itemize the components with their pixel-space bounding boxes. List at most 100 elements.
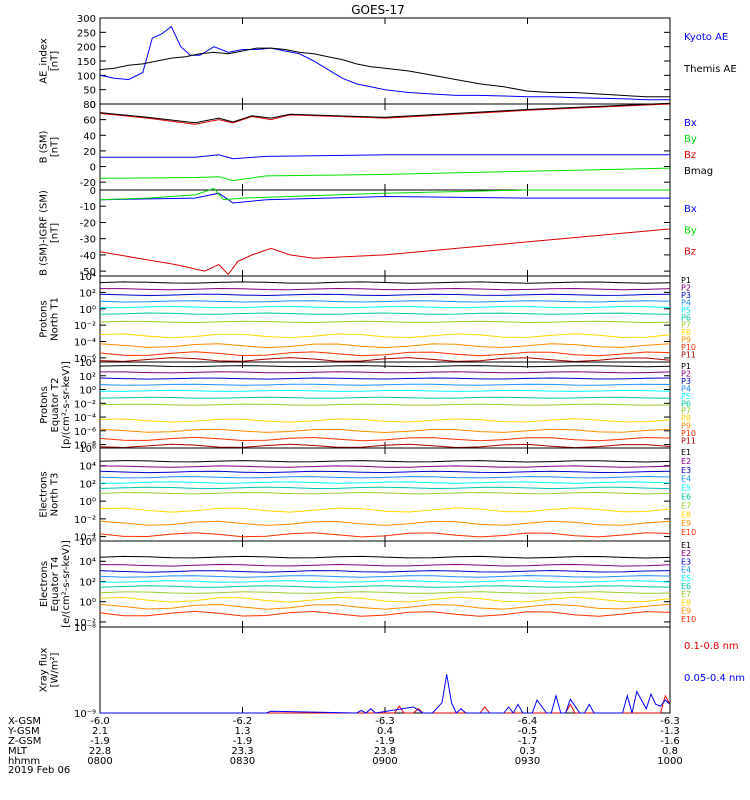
x-row-label: MLT bbox=[8, 746, 28, 757]
x-tick-label: -6.2 bbox=[233, 716, 253, 727]
y-tick-label: 0 bbox=[90, 186, 96, 197]
channel-e9 bbox=[99, 603, 671, 610]
panel-1: 0 50 100 150 200 250 300 AE_index [nT] Kyoto AE Th… bbox=[39, 14, 737, 111]
panel-3: -50 -40 -30 -20 -10 0 B (SM)-IGRF (SM) [nT] Bx By… bbox=[39, 186, 697, 278]
chart-title: GOES-17 bbox=[351, 3, 405, 17]
y-axis-label: AE_index [nT] bbox=[39, 38, 61, 84]
legend-p10: P10 bbox=[681, 343, 696, 352]
y-tick-label: -10 bbox=[80, 202, 96, 213]
x-tick-label: 1.3 bbox=[235, 726, 251, 737]
y-tick-label: 10² bbox=[79, 288, 96, 299]
channel-e6 bbox=[99, 585, 671, 588]
legend-e6: E6 bbox=[681, 493, 691, 502]
legend-e5: E5 bbox=[681, 484, 691, 493]
legend-p4: P4 bbox=[681, 298, 691, 307]
legend-p11: P11 bbox=[681, 437, 696, 446]
y-axis-label-line: [nT] bbox=[50, 51, 61, 71]
y-axis-label-line: Electrons bbox=[39, 471, 50, 517]
y-tick-label: 10⁻⁹ bbox=[74, 709, 96, 720]
legend-e5: E5 bbox=[681, 574, 691, 583]
legend-p8: P8 bbox=[681, 414, 691, 423]
y-axis-label-line: North T3 bbox=[50, 473, 61, 517]
x-tick-label: 2.1 bbox=[92, 726, 108, 737]
legend-p7: P7 bbox=[681, 321, 691, 330]
y-tick-label: 40 bbox=[83, 131, 96, 142]
y-tick-label: 250 bbox=[77, 28, 96, 39]
series-by bbox=[99, 187, 670, 201]
panel-8: 10⁻⁹ 10⁻⁸ Xray flux [W/m²] 0.1-0.8 nm 0.05-0.… bbox=[39, 623, 746, 720]
y-tick-label: 10⁻⁸ bbox=[74, 441, 96, 452]
channel-e7 bbox=[99, 491, 671, 495]
channel-e5 bbox=[100, 580, 671, 583]
y-tick-label: 10² bbox=[79, 372, 96, 383]
channel-e5 bbox=[100, 481, 671, 484]
series-bmag bbox=[99, 102, 671, 124]
panel-4: 10⁻⁶ 10⁻⁴ 10⁻² 10⁰ 10² 10⁴ Protons North T1 P1P2… bbox=[39, 272, 697, 365]
y-axis-label-line: B (SM) bbox=[39, 130, 50, 163]
legend-0-05-0-4-nm: 0.05-0.4 nm bbox=[684, 673, 745, 684]
y-tick-label: 10⁰ bbox=[79, 386, 96, 397]
x-tick-label: -6.3 bbox=[660, 716, 680, 727]
y-tick-label: 10⁻⁴ bbox=[74, 533, 96, 544]
legend-p5: P5 bbox=[681, 306, 691, 315]
legend-p4: P4 bbox=[681, 384, 691, 393]
channel-p7 bbox=[99, 320, 671, 324]
series-bx bbox=[100, 154, 670, 160]
legend-e4: E4 bbox=[681, 475, 691, 484]
y-tick-label: 10⁻⁴ bbox=[74, 413, 96, 424]
panel-frame bbox=[99, 626, 671, 714]
y-axis-label-line: Electrons bbox=[39, 561, 50, 607]
y-tick-label: -20 bbox=[80, 218, 96, 229]
channel-e7 bbox=[99, 591, 671, 594]
y-tick-label: 10⁻⁶ bbox=[74, 427, 96, 438]
x-tick-label: -1.9 bbox=[90, 736, 110, 747]
legend-p10: P10 bbox=[681, 429, 696, 438]
channel-e3 bbox=[99, 470, 671, 474]
legend-0-1-0-8-nm: 0.1-0.8 nm bbox=[684, 641, 739, 652]
y-axis-label-line: AE_index bbox=[39, 38, 50, 84]
legend-p5: P5 bbox=[681, 392, 691, 401]
legend-p3: P3 bbox=[681, 291, 691, 300]
channel-p4 bbox=[99, 300, 671, 303]
channel-p1 bbox=[99, 365, 671, 368]
channel-p1 bbox=[99, 281, 671, 284]
y-tick-label: 10⁰ bbox=[79, 598, 96, 609]
x-tick-label: 23.3 bbox=[231, 746, 253, 757]
y-tick-label: 0 bbox=[90, 163, 96, 174]
y-axis-label-line: Xray flux bbox=[39, 648, 50, 693]
series-bz bbox=[99, 228, 671, 276]
legend-bmag: Bmag bbox=[684, 166, 713, 177]
x-tick-label: -0.5 bbox=[518, 726, 538, 737]
y-tick-label: 10⁰ bbox=[79, 305, 96, 316]
channel-e4 bbox=[99, 575, 671, 578]
y-tick-label: 10⁰ bbox=[79, 497, 96, 508]
x-tick-label: -1.6 bbox=[660, 736, 680, 747]
legend-e9: E9 bbox=[681, 519, 691, 528]
y-axis-label-line: Protons bbox=[39, 386, 50, 423]
channel-p6 bbox=[99, 396, 671, 399]
legend-e3: E3 bbox=[681, 557, 691, 566]
panel-2: -20 0 20 40 60 80 B (SM) [nT] Bx By Bz Bmag bbox=[39, 100, 713, 191]
x-tick-label: -6.4 bbox=[518, 716, 538, 727]
y-tick-label: 200 bbox=[77, 43, 96, 54]
panel-frame bbox=[99, 540, 671, 628]
channel-p2 bbox=[100, 287, 671, 291]
panel-frame bbox=[99, 17, 671, 105]
y-tick-label: -50 bbox=[80, 267, 96, 278]
channel-e8 bbox=[99, 507, 671, 513]
x-row-label: Z-GSM bbox=[8, 736, 41, 747]
legend-p9: P9 bbox=[681, 422, 691, 431]
y-axis-label-line: [W/m²] bbox=[50, 652, 61, 687]
y-tick-label: 20 bbox=[83, 147, 96, 158]
legend-e3: E3 bbox=[681, 466, 691, 475]
y-tick-label: 50 bbox=[83, 86, 96, 97]
channel-p9 bbox=[99, 343, 671, 349]
legend-p7: P7 bbox=[681, 407, 691, 416]
y-tick-label: 10⁶ bbox=[79, 444, 96, 455]
y-tick-label: 10⁻⁴ bbox=[74, 338, 96, 349]
y-tick-label: 10² bbox=[79, 577, 96, 588]
x-tick-label: 0830 bbox=[230, 756, 255, 767]
y-axis-label-line: Protons bbox=[39, 300, 50, 337]
legend-bx: Bx bbox=[684, 204, 697, 215]
